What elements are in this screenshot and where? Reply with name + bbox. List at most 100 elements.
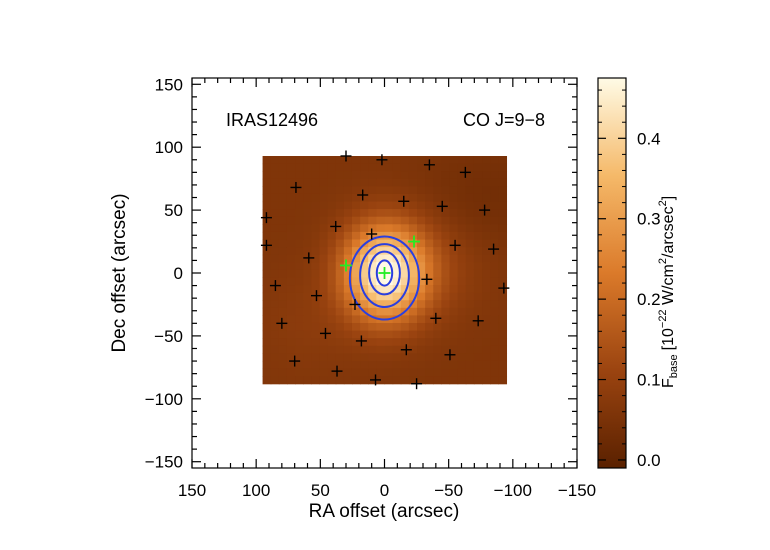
map-cell xyxy=(441,277,451,286)
x-tick-label: −50 xyxy=(434,481,463,500)
map-cell xyxy=(449,216,459,225)
x-tick-label: −100 xyxy=(494,481,532,500)
map-cell xyxy=(433,178,442,187)
map-cell xyxy=(351,224,361,233)
map-cell xyxy=(482,353,491,362)
map-cell xyxy=(368,368,377,377)
map-cell xyxy=(384,163,394,172)
map-cell xyxy=(417,163,426,172)
map-cell xyxy=(286,368,296,377)
map-cell xyxy=(433,209,442,218)
map-cell xyxy=(351,231,361,241)
map-cell xyxy=(433,262,442,271)
map-cell xyxy=(473,193,483,203)
map-cell xyxy=(343,254,353,263)
map-cell xyxy=(441,368,451,377)
map-cell xyxy=(400,376,410,385)
map-cell xyxy=(303,163,312,172)
map-cell xyxy=(417,254,426,263)
map-cell xyxy=(482,247,491,256)
map-cell xyxy=(319,156,329,165)
pointing-marker xyxy=(276,317,288,329)
map-cell xyxy=(482,163,491,172)
map-cell xyxy=(417,262,426,271)
map-cell xyxy=(262,322,272,332)
map-cell xyxy=(360,353,369,362)
map-cell xyxy=(490,193,499,203)
map-cell xyxy=(425,262,434,271)
map-cell xyxy=(360,209,369,218)
map-cell xyxy=(262,360,272,370)
map-cell xyxy=(408,292,418,301)
map-cell xyxy=(368,224,377,233)
colorbar-tick-label: 0.0 xyxy=(637,451,661,470)
map-cell xyxy=(295,368,304,377)
map-cell xyxy=(303,216,312,225)
colorbar-tick-label: 0.1 xyxy=(637,371,661,390)
map-cell xyxy=(286,315,296,324)
map-cell xyxy=(449,330,459,339)
map-cell xyxy=(311,216,321,225)
map-cell xyxy=(262,292,272,301)
map-cell xyxy=(498,345,508,354)
map-cell xyxy=(449,231,459,241)
map-cell xyxy=(368,178,377,187)
map-cell xyxy=(425,315,434,324)
map-cell xyxy=(473,178,483,187)
map-cell xyxy=(311,292,321,301)
map-cell xyxy=(400,338,410,347)
map-cell xyxy=(327,330,337,339)
map-cell xyxy=(482,193,491,203)
map-cell xyxy=(327,178,337,187)
pointing-marker xyxy=(411,378,423,390)
map-cell xyxy=(417,330,426,339)
map-cell xyxy=(465,178,475,187)
map-cell xyxy=(449,338,459,347)
map-cell xyxy=(408,209,418,218)
map-cell xyxy=(270,193,280,203)
map-cell xyxy=(335,345,345,354)
map-cell xyxy=(319,254,329,263)
colorbar-label-main: F xyxy=(660,378,677,388)
map-cell xyxy=(368,262,377,271)
map-cell xyxy=(408,360,418,370)
map-cell xyxy=(303,300,312,309)
map-cell xyxy=(270,360,280,370)
map-cell xyxy=(376,178,386,187)
map-cell xyxy=(303,292,312,301)
map-cell xyxy=(392,368,402,377)
map-cell xyxy=(343,292,353,301)
map-cell xyxy=(335,277,345,286)
map-cell xyxy=(311,277,321,286)
map-cell xyxy=(278,231,288,241)
map-cell xyxy=(376,201,386,210)
map-cell xyxy=(262,368,272,377)
map-cell xyxy=(441,163,451,172)
map-cell xyxy=(262,171,272,180)
map-cell xyxy=(433,376,442,385)
contour-level-1 xyxy=(348,235,421,321)
map-cell xyxy=(400,353,410,362)
map-cell xyxy=(449,163,459,172)
y-tick-label: 150 xyxy=(155,75,183,94)
map-cell xyxy=(441,231,451,241)
map-cell xyxy=(408,285,418,294)
map-cell xyxy=(278,315,288,324)
map-cell xyxy=(327,353,337,362)
map-cell xyxy=(286,262,296,271)
map-cell xyxy=(376,307,386,316)
map-cell xyxy=(286,376,296,385)
map-cell xyxy=(384,224,394,233)
map-cell xyxy=(490,322,499,332)
y-tick-label: −150 xyxy=(145,453,183,472)
colorbar xyxy=(597,77,627,469)
map-cell xyxy=(465,156,475,165)
map-cell xyxy=(303,239,312,248)
map-cell xyxy=(360,360,369,370)
map-cell xyxy=(457,368,467,377)
map-cell xyxy=(335,322,345,332)
map-cell xyxy=(441,193,451,203)
map-cell xyxy=(327,269,337,279)
map-cell xyxy=(262,247,272,256)
map-cell xyxy=(360,368,369,377)
